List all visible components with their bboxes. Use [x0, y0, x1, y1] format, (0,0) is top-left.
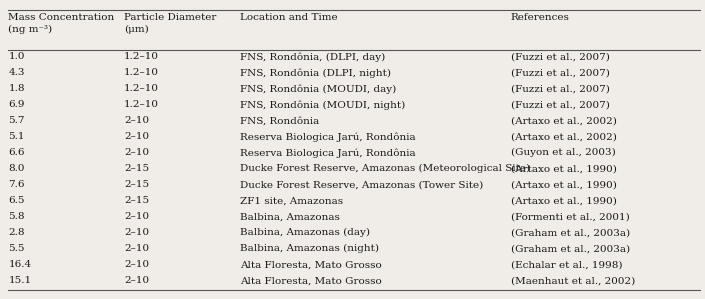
Text: (Fuzzi et al., 2007): (Fuzzi et al., 2007) — [510, 52, 609, 61]
Text: 7.6: 7.6 — [8, 180, 25, 189]
Text: Ducke Forest Reserve, Amazonas (Tower Site): Ducke Forest Reserve, Amazonas (Tower Si… — [240, 180, 484, 189]
Text: FNS, Rondônia, (DLPI, day): FNS, Rondônia, (DLPI, day) — [240, 52, 386, 62]
Text: Mass Concentration
(ng m⁻³): Mass Concentration (ng m⁻³) — [8, 13, 115, 33]
Text: 2–15: 2–15 — [124, 196, 149, 205]
Text: FNS, Rondônia (MOUDI, day): FNS, Rondônia (MOUDI, day) — [240, 84, 396, 94]
Text: (Guyon et al., 2003): (Guyon et al., 2003) — [510, 148, 615, 157]
Text: 1.0: 1.0 — [8, 52, 25, 61]
Text: (Maenhaut et al., 2002): (Maenhaut et al., 2002) — [510, 276, 634, 285]
Text: 15.1: 15.1 — [8, 276, 32, 285]
Text: (Fuzzi et al., 2007): (Fuzzi et al., 2007) — [510, 84, 609, 93]
Text: (Artaxo et al., 1990): (Artaxo et al., 1990) — [510, 164, 616, 173]
Text: Particle Diameter
(μm): Particle Diameter (μm) — [124, 13, 216, 33]
Text: 6.6: 6.6 — [8, 148, 25, 157]
Text: 1.2–10: 1.2–10 — [124, 68, 159, 77]
Text: 2–10: 2–10 — [124, 228, 149, 237]
Text: 16.4: 16.4 — [8, 260, 32, 269]
Text: Reserva Biologica Jarú, Rondônia: Reserva Biologica Jarú, Rondônia — [240, 148, 416, 158]
Text: 6.5: 6.5 — [8, 196, 25, 205]
Text: (Artaxo et al., 2002): (Artaxo et al., 2002) — [510, 116, 616, 125]
Text: (Fuzzi et al., 2007): (Fuzzi et al., 2007) — [510, 68, 609, 77]
Text: 2–10: 2–10 — [124, 116, 149, 125]
Text: 1.2–10: 1.2–10 — [124, 100, 159, 109]
Text: 2–10: 2–10 — [124, 148, 149, 157]
Text: 2–10: 2–10 — [124, 244, 149, 253]
Text: (Artaxo et al., 2002): (Artaxo et al., 2002) — [510, 132, 616, 141]
Text: (Formenti et al., 2001): (Formenti et al., 2001) — [510, 212, 630, 221]
Text: 2–10: 2–10 — [124, 132, 149, 141]
Text: (Artaxo et al., 1990): (Artaxo et al., 1990) — [510, 180, 616, 189]
Text: 2–10: 2–10 — [124, 276, 149, 285]
Text: FNS, Rondônia (DLPI, night): FNS, Rondônia (DLPI, night) — [240, 68, 391, 77]
Text: 2–10: 2–10 — [124, 260, 149, 269]
Text: Ducke Forest Reserve, Amazonas (Meteorological Site): Ducke Forest Reserve, Amazonas (Meteorol… — [240, 164, 530, 173]
Text: 5.1: 5.1 — [8, 132, 25, 141]
Text: 1.2–10: 1.2–10 — [124, 52, 159, 61]
Text: (Fuzzi et al., 2007): (Fuzzi et al., 2007) — [510, 100, 609, 109]
Text: 6.9: 6.9 — [8, 100, 25, 109]
Text: 5.5: 5.5 — [8, 244, 25, 253]
Text: (Graham et al., 2003a): (Graham et al., 2003a) — [510, 244, 630, 253]
Text: 5.8: 5.8 — [8, 212, 25, 221]
Text: 2–15: 2–15 — [124, 164, 149, 173]
Text: References: References — [510, 13, 570, 22]
Text: FNS, Rondônia: FNS, Rondônia — [240, 116, 319, 125]
Text: Balbina, Amazonas (night): Balbina, Amazonas (night) — [240, 244, 379, 253]
Text: Reserva Biologica Jarú, Rondônia: Reserva Biologica Jarú, Rondônia — [240, 132, 416, 141]
Text: 8.0: 8.0 — [8, 164, 25, 173]
Text: (Graham et al., 2003a): (Graham et al., 2003a) — [510, 228, 630, 237]
Text: ZF1 site, Amazonas: ZF1 site, Amazonas — [240, 196, 343, 205]
Text: 2–10: 2–10 — [124, 212, 149, 221]
Text: FNS, Rondônia (MOUDI, night): FNS, Rondônia (MOUDI, night) — [240, 100, 405, 109]
Text: 2.8: 2.8 — [8, 228, 25, 237]
Text: Location and Time: Location and Time — [240, 13, 338, 22]
Text: 1.2–10: 1.2–10 — [124, 84, 159, 93]
Text: 2–15: 2–15 — [124, 180, 149, 189]
Text: Alta Floresta, Mato Grosso: Alta Floresta, Mato Grosso — [240, 260, 382, 269]
Text: Balbina, Amazonas (day): Balbina, Amazonas (day) — [240, 228, 370, 237]
Text: 4.3: 4.3 — [8, 68, 25, 77]
Text: 5.7: 5.7 — [8, 116, 25, 125]
Text: Balbina, Amazonas: Balbina, Amazonas — [240, 212, 340, 221]
Text: (Artaxo et al., 1990): (Artaxo et al., 1990) — [510, 196, 616, 205]
Text: 1.8: 1.8 — [8, 84, 25, 93]
Text: Alta Floresta, Mato Grosso: Alta Floresta, Mato Grosso — [240, 276, 382, 285]
Text: (Echalar et al., 1998): (Echalar et al., 1998) — [510, 260, 622, 269]
